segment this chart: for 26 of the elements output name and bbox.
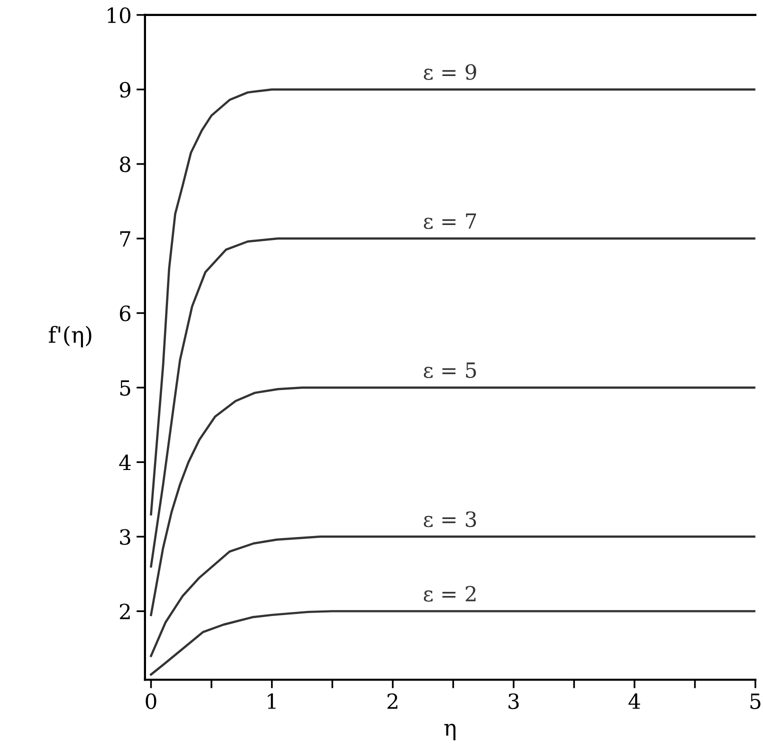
series-label: ε = 9 [424,64,476,80]
y-tick-label: 4 [119,454,131,470]
y-tick-label: 10 [108,7,130,24]
y-tick-label: 2 [120,604,130,620]
x-tick-label: 1 [268,693,276,709]
y-axis-title: f'(η) [48,326,92,348]
line-series [150,610,756,676]
x-tick-label: 2 [388,693,398,709]
y-tick-label: 7 [120,231,130,246]
y-tick-label: 6 [120,306,130,322]
series-label: ε = 7 [424,213,476,230]
series-label: ε = 2 [424,586,476,602]
y-tick-label: 5 [120,380,130,396]
x-axis-title: η [444,724,456,740]
series-label: ε = 3 [424,511,476,528]
y-tick-label: 8 [120,156,130,172]
line-series [150,386,756,616]
line-series [150,237,756,568]
x-tick-label: 4 [628,693,640,709]
y-tick-label: 3 [120,529,130,545]
x-tick-label: 5 [750,694,760,710]
y-tick-label: 9 [120,82,130,98]
series-label: ε = 5 [424,362,476,378]
line-series [150,536,756,658]
x-tick-label: 0 [146,693,156,710]
x-tick-label: 3 [508,693,519,710]
